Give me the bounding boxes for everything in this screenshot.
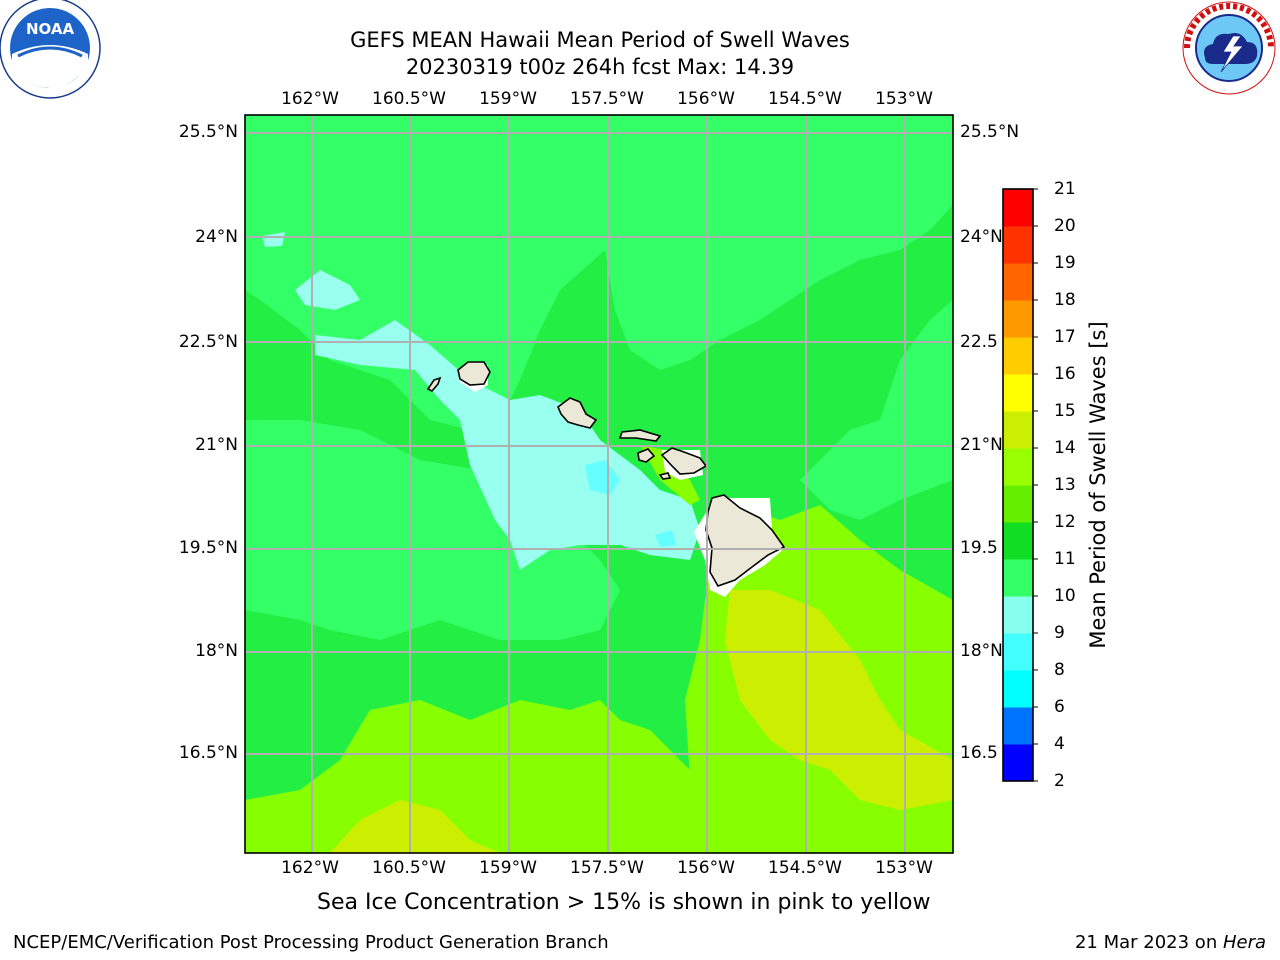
colorbar-swatch: [1003, 670, 1033, 708]
nws-logo: [1181, 0, 1277, 96]
lon-tick-top: 153°W: [875, 89, 933, 109]
colorbar-swatch: [1003, 448, 1033, 486]
colorbar-swatch: [1003, 522, 1033, 560]
colorbar-level-label: 6: [1054, 697, 1065, 717]
lat-tick-right: 18°N: [960, 641, 1003, 661]
colorbar-swatch: [1003, 226, 1033, 264]
run-date: 21 Mar 2023 on: [1074, 932, 1223, 953]
lon-tick-top: 162°W: [281, 89, 339, 109]
colorbar-level-label: 9: [1054, 623, 1065, 643]
island-kauai: [457, 361, 491, 386]
colorbar-swatch: [1003, 707, 1033, 745]
lon-tick-bottom: 162°W: [281, 858, 339, 878]
run-machine: Hera: [1222, 932, 1266, 953]
lat-tick-left: 19.5°N: [178, 538, 238, 558]
colorbar-level-label: 12: [1054, 512, 1076, 532]
colorbar-level-label: 11: [1054, 549, 1076, 569]
contour-13-14-sw: [330, 800, 500, 853]
lat-tick-right: 24°N: [960, 227, 1003, 247]
lon-tick-bottom: 159°W: [479, 858, 537, 878]
lon-tick-top: 157.5°W: [570, 89, 644, 109]
lon-tick-top: 159°W: [479, 89, 537, 109]
lon-tick-bottom: 157.5°W: [570, 858, 644, 878]
lat-tick-left: 25.5°N: [178, 122, 238, 142]
colorbar-swatch: [1003, 189, 1033, 227]
run-stamp: 21 Mar 2023 on Hera: [1075, 932, 1266, 953]
colorbar-level-label: 8: [1054, 660, 1065, 680]
contour-10-11-west: [245, 420, 620, 640]
contour-12-13-south: [245, 700, 700, 853]
colorbar-swatch: [1003, 374, 1033, 412]
lon-tick-top: 154.5°W: [768, 89, 842, 109]
lat-tick-left: 21°N: [195, 435, 238, 455]
chart-title: GEFS MEAN Hawaii Mean Period of Swell Wa…: [350, 28, 850, 52]
lat-tick-right: 16.5: [960, 743, 998, 763]
colorbar-level-label: 21: [1054, 179, 1076, 199]
colorbar-level-label: 20: [1054, 216, 1076, 236]
colorbar-level-label: 16: [1054, 364, 1076, 384]
lat-tick-right: 22.5: [960, 332, 998, 352]
lat-tick-right: 21°N: [960, 435, 1003, 455]
lat-tick-left: 18°N: [195, 641, 238, 661]
contour-9-10-patch: [262, 232, 285, 247]
island-kahoolawe: [658, 472, 672, 480]
colorbar-swatch: [1003, 559, 1033, 597]
island-molokai: [618, 429, 662, 442]
colorbar-level-label: 15: [1054, 401, 1076, 421]
colorbar-swatch: [1003, 411, 1033, 449]
chart-subtitle: 20230319 t00z 264h fcst Max: 14.39: [405, 55, 795, 79]
colorbar-swatch: [1003, 300, 1033, 338]
contour-10-11-east: [800, 300, 953, 520]
lat-tick-left: 22.5°N: [178, 332, 238, 352]
lon-tick-bottom: 154.5°W: [768, 858, 842, 878]
lon-tick-bottom: 156°W: [677, 858, 735, 878]
island-niihau: [426, 376, 442, 392]
colorbar-swatch: [1003, 337, 1033, 375]
contour-12-13-north: [640, 445, 700, 505]
colorbar-level-label: 18: [1054, 290, 1076, 310]
islands: [426, 361, 786, 587]
lon-tick-top: 156°W: [677, 89, 735, 109]
colorbar-title: Mean Period of Swell Waves [s]: [1086, 321, 1110, 649]
colorbar-swatch: [1003, 485, 1033, 523]
colorbar-swatch: [1003, 744, 1033, 782]
island-lanai: [637, 448, 656, 463]
contour-8-9: [585, 460, 620, 495]
lat-tick-left: 24°N: [195, 227, 238, 247]
colorbar-swatch: [1003, 633, 1033, 671]
lat-tick-right: 25.5°N: [960, 122, 1020, 142]
graticule: [245, 115, 953, 853]
colorbar-level-label: 14: [1054, 438, 1076, 458]
map-frame: [244, 114, 954, 854]
lon-tick-top: 160.5°W: [372, 89, 446, 109]
lat-tick-left: 16.5°N: [178, 743, 238, 763]
lat-tick-right: 19.5: [960, 538, 998, 558]
island-oahu: [557, 397, 598, 429]
contour-8-9-b: [655, 530, 676, 547]
colorbar: [1002, 188, 1038, 782]
noaa-logo: NOAA: [0, 0, 101, 99]
lon-tick-bottom: 160.5°W: [372, 858, 446, 878]
credit-line: NCEP/EMC/Verification Post Processing Pr…: [13, 932, 609, 953]
lon-tick-bottom: 153°W: [875, 858, 933, 878]
colorbar-swatch: [1003, 263, 1033, 301]
colorbar-swatch: [1003, 596, 1033, 634]
colorbar-level-label: 19: [1054, 253, 1076, 273]
colorbar-level-label: 10: [1054, 586, 1076, 606]
sea-ice-note-text: Sea Ice Concentration > 15% is shown in …: [317, 890, 931, 915]
colorbar-level-label: 13: [1054, 475, 1076, 495]
noaa-logo-text: NOAA: [26, 20, 75, 38]
colorbar-level-label: 2: [1054, 771, 1065, 791]
colorbar-level-label: 4: [1054, 734, 1065, 754]
colorbar-level-label: 17: [1054, 327, 1076, 347]
